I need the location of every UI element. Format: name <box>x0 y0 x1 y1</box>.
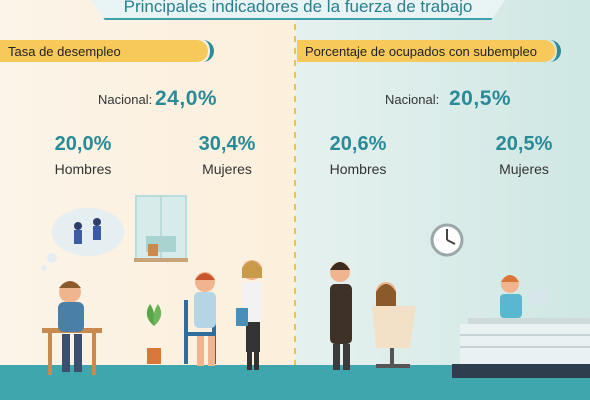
left-women-label: Mujeres <box>202 161 252 177</box>
left-national-value: 24,0% <box>155 87 218 110</box>
unemployment-tag: Tasa de desempleo <box>0 40 214 62</box>
clock-icon <box>430 223 464 257</box>
page-title: Principales indicadores de la fuerza de … <box>123 0 473 16</box>
barber-icon <box>330 262 352 370</box>
thought-bubble-icon <box>41 208 124 271</box>
left-women-value: 30,4% <box>198 133 256 155</box>
title-banner: Principales indicadores de la fuerza de … <box>88 0 508 20</box>
underemployment-tag-label: Porcentaje de ocupados con subempleo <box>305 43 537 59</box>
left-men-label: Hombres <box>54 161 112 177</box>
unemployed-man-icon <box>42 281 102 375</box>
right-men-value: 20,6% <box>329 133 387 155</box>
left-national-label: Nacional: <box>98 92 153 107</box>
right-national-value: 20,5% <box>449 87 512 110</box>
right-national-label: Nacional: <box>385 92 440 107</box>
left-men-value: 20,0% <box>54 133 112 155</box>
underemployment-tag: Porcentaje de ocupados con subempleo <box>297 40 561 62</box>
right-men-label: Hombres <box>329 161 387 177</box>
waiting-women-icon <box>184 260 262 370</box>
panel-divider <box>294 12 296 400</box>
pharmacy-counter-icon <box>452 275 590 378</box>
right-women-value: 20,5% <box>495 133 553 155</box>
unemployment-tag-label: Tasa de desempleo <box>8 43 121 59</box>
right-women-label: Mujeres <box>499 161 549 177</box>
client-chair-icon <box>372 282 416 368</box>
window-icon <box>134 195 188 262</box>
plant-icon <box>146 304 162 364</box>
